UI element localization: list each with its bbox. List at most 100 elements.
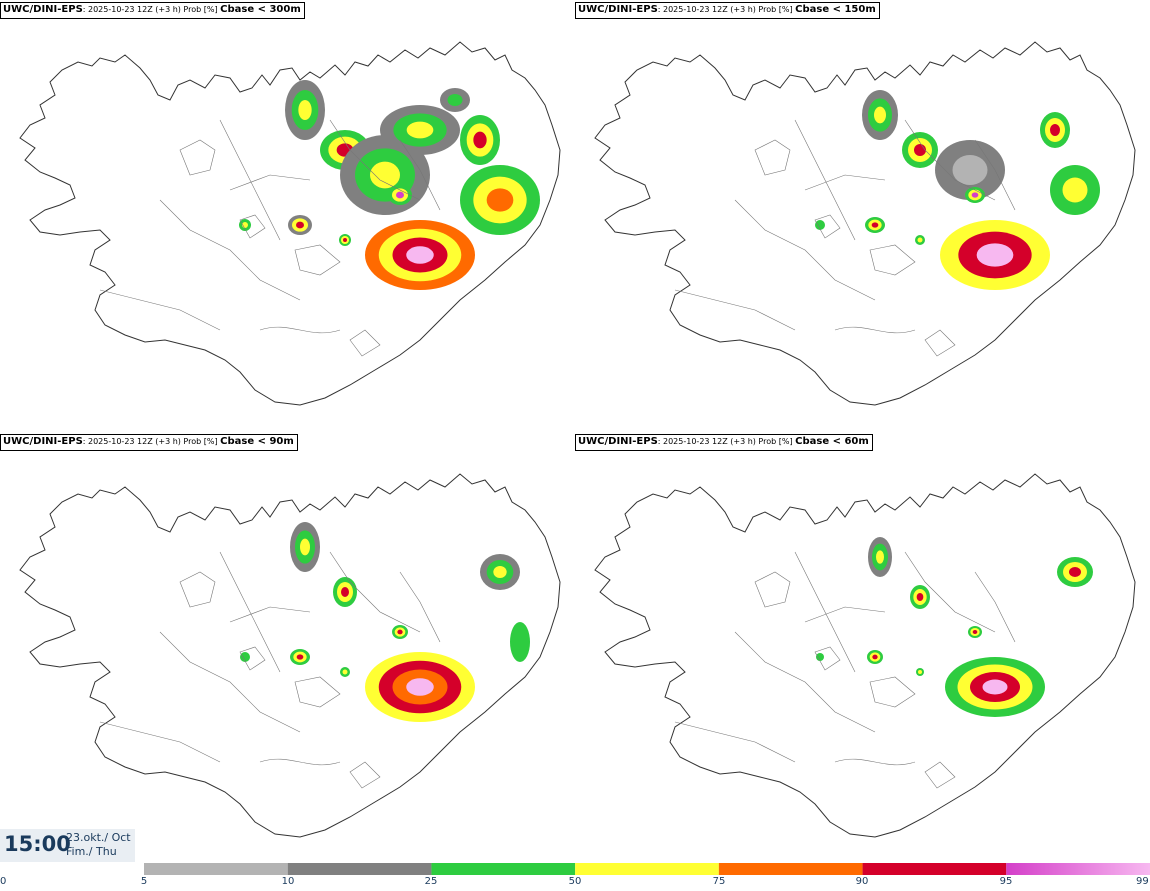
border-line <box>974 139 1016 211</box>
coastline <box>594 41 1136 406</box>
panel-title: UWC/DINI-EPS: 2025-10-23 12Z (+3 h) Prob… <box>0 2 305 19</box>
border-line <box>734 199 876 301</box>
colorbar-tick-label: 25 <box>424 876 438 887</box>
valid-time: 15:00 <box>4 832 71 856</box>
colorbar-tick-label: 75 <box>712 876 726 887</box>
border-line <box>349 329 381 357</box>
run-info: : 2025-10-23 12Z (+3 h) Prob [%] <box>657 5 796 14</box>
variable-name: Cbase < 90m <box>220 436 294 447</box>
prob-contour <box>815 220 825 230</box>
border-line <box>814 214 841 239</box>
map-panel-90m: UWC/DINI-EPS: 2025-10-23 12Z (+3 h) Prob… <box>0 432 575 862</box>
prob-contour <box>370 161 400 189</box>
border-line <box>294 244 341 276</box>
prob-contour <box>447 94 463 106</box>
border-line <box>904 119 996 201</box>
border-line <box>229 606 311 623</box>
model-name: UWC/DINI-EPS <box>3 436 83 447</box>
border-line <box>674 289 796 331</box>
border-line <box>869 676 916 708</box>
prob-contour <box>343 238 347 242</box>
colorbar <box>144 863 1150 875</box>
prob-contour <box>298 100 312 120</box>
border-line <box>814 646 841 671</box>
probability-field <box>816 537 1093 717</box>
colorbar-tick-label: 10 <box>281 876 295 887</box>
prob-contour <box>874 106 886 124</box>
panel-title: UWC/DINI-EPS: 2025-10-23 12Z (+3 h) Prob… <box>575 434 873 451</box>
prob-contour <box>871 222 879 228</box>
prob-contour <box>917 237 923 243</box>
prob-contour <box>876 550 884 564</box>
prob-contour <box>406 246 434 264</box>
border-line <box>239 646 266 671</box>
border-line <box>869 244 916 276</box>
colorbar-bin <box>862 863 1007 875</box>
iceland-map <box>594 41 1136 406</box>
border-line <box>179 571 216 608</box>
prob-contour <box>816 653 824 661</box>
border-line <box>924 761 956 789</box>
prob-contour <box>341 587 349 597</box>
border-line <box>804 606 886 623</box>
probability-field <box>815 90 1100 290</box>
prob-contour <box>296 221 304 229</box>
border-line <box>754 139 791 176</box>
border-line <box>399 139 441 211</box>
border-line <box>99 289 221 331</box>
prob-contour <box>872 654 878 660</box>
colorbar-tick-label: 99 <box>1136 876 1149 887</box>
border-line <box>229 174 311 191</box>
variable-name: Cbase < 60m <box>795 436 869 447</box>
colorbar-bin <box>144 863 288 875</box>
prob-contour <box>982 679 1008 695</box>
prob-contour <box>972 630 978 634</box>
border-line <box>159 631 301 733</box>
prob-contour <box>406 678 434 696</box>
border-line <box>974 571 1016 643</box>
border-line <box>294 676 341 708</box>
border-line <box>674 721 796 763</box>
prob-contour <box>406 121 434 139</box>
prob-contour <box>971 192 979 198</box>
prob-contour <box>493 566 507 578</box>
border-line <box>834 758 916 766</box>
border-line <box>794 551 856 673</box>
probability-field <box>240 522 530 722</box>
model-name: UWC/DINI-EPS <box>578 4 658 15</box>
run-info: : 2025-10-23 12Z (+3 h) Prob [%] <box>82 437 221 446</box>
border-line <box>734 631 876 733</box>
prob-contour <box>914 144 926 156</box>
colorbar-tick-label: 90 <box>855 876 869 887</box>
border-line <box>239 214 266 239</box>
border-line <box>99 721 221 763</box>
border-line <box>904 551 996 633</box>
prob-contour <box>1062 177 1088 203</box>
border-line <box>804 174 886 191</box>
border-line <box>399 571 441 643</box>
colorbar-bin <box>1006 863 1150 875</box>
border-line <box>259 758 341 766</box>
prob-contour <box>1069 567 1081 577</box>
prob-contour <box>397 629 403 635</box>
prob-contour <box>300 538 310 556</box>
panel-title: UWC/DINI-EPS: 2025-10-23 12Z (+3 h) Prob… <box>575 2 880 19</box>
iceland-map <box>19 473 561 838</box>
iceland-map <box>19 41 561 406</box>
prob-contour <box>976 243 1014 267</box>
coastline <box>594 473 1136 838</box>
border-line <box>179 139 216 176</box>
colorbar-bin <box>431 863 576 875</box>
prob-contour <box>486 188 514 212</box>
border-line <box>329 551 421 633</box>
colorbar-tick-label: 0 <box>0 876 7 887</box>
probability-field <box>239 80 540 290</box>
prob-contour <box>952 155 988 185</box>
prob-contour <box>1050 124 1060 136</box>
variable-name: Cbase < 150m <box>795 4 876 15</box>
prob-contour <box>396 191 404 199</box>
prob-contour <box>342 669 348 675</box>
border-line <box>259 326 341 334</box>
coastline <box>19 473 561 838</box>
variable-name: Cbase < 300m <box>220 4 301 15</box>
